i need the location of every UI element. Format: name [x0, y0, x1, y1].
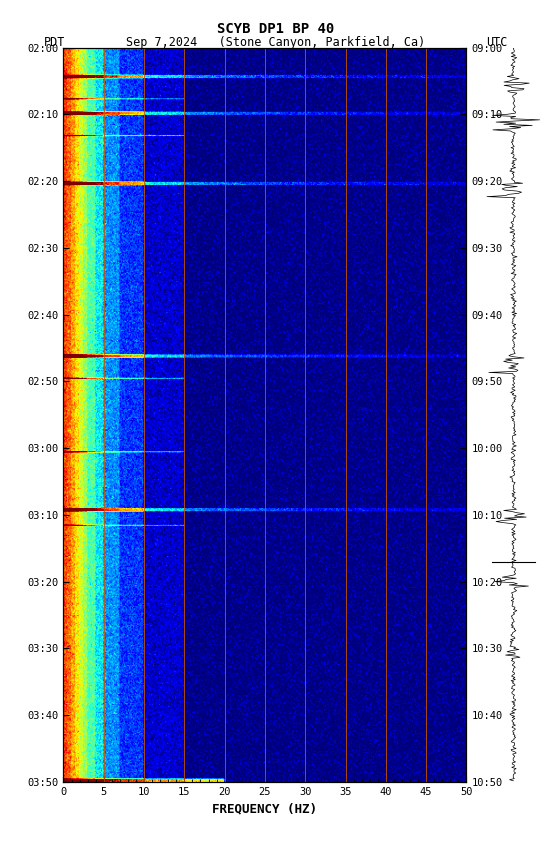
Text: PDT: PDT [44, 36, 66, 49]
Text: Sep 7,2024   (Stone Canyon, Parkfield, Ca): Sep 7,2024 (Stone Canyon, Parkfield, Ca) [126, 36, 426, 49]
Text: UTC: UTC [486, 36, 508, 49]
X-axis label: FREQUENCY (HZ): FREQUENCY (HZ) [213, 803, 317, 816]
Text: SCYB DP1 BP 40: SCYB DP1 BP 40 [217, 22, 335, 35]
